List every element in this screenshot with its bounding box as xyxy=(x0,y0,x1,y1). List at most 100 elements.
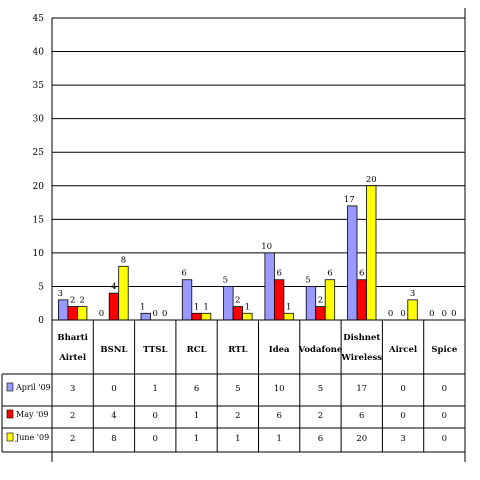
y-tick-label: 15 xyxy=(33,215,45,225)
data-label: 6 xyxy=(276,269,281,279)
y-tick-label: 20 xyxy=(33,182,45,192)
legend-swatch xyxy=(6,382,14,392)
bar xyxy=(200,312,212,321)
data-label: 0 xyxy=(400,309,405,319)
table-cell: 3 xyxy=(70,384,75,394)
table-cell: 0 xyxy=(442,411,447,421)
category-label: BSNL xyxy=(100,345,127,355)
table-cell: 17 xyxy=(356,384,367,394)
bar xyxy=(347,205,358,321)
legend-entry: May '09 xyxy=(16,410,48,419)
bar xyxy=(108,292,120,321)
legend-swatch xyxy=(6,409,14,419)
data-label: 0 xyxy=(388,309,393,319)
table-cell: 0 xyxy=(442,434,447,444)
data-label: 17 xyxy=(344,195,355,205)
category-label: RCL xyxy=(187,345,207,355)
bar xyxy=(232,306,244,321)
bar xyxy=(324,279,336,321)
category-label: TTSL xyxy=(143,345,167,355)
data-label: 20 xyxy=(366,175,377,185)
data-label: 8 xyxy=(121,255,126,265)
bar xyxy=(223,286,234,321)
table-cell: 1 xyxy=(276,434,281,444)
legend-entry: April '09 xyxy=(15,383,51,392)
table-cell: 2 xyxy=(318,411,323,421)
data-label: 1 xyxy=(245,302,250,312)
table-cell: 0 xyxy=(153,411,158,421)
y-tick-label: 45 xyxy=(33,14,45,24)
y-tick-label: 40 xyxy=(33,48,45,58)
y-tick-label: 25 xyxy=(33,148,45,158)
legend-swatch xyxy=(6,432,14,442)
table-cell: 10 xyxy=(274,384,285,394)
data-label: 0 xyxy=(442,309,447,319)
data-label: 2 xyxy=(318,296,323,306)
category-label: Spice xyxy=(431,345,457,355)
data-label: 2 xyxy=(235,296,240,306)
data-label: 6 xyxy=(327,269,332,279)
bar xyxy=(77,306,88,321)
table-cell: 20 xyxy=(356,434,367,444)
bar xyxy=(181,279,193,321)
bar xyxy=(356,279,367,321)
table-cell: 6 xyxy=(318,434,323,444)
bar xyxy=(264,252,275,321)
bar xyxy=(191,312,202,321)
table-cell: 5 xyxy=(318,384,323,394)
data-label: 1 xyxy=(286,302,291,312)
table-cell: 6 xyxy=(194,384,199,394)
table-cell: 4 xyxy=(111,411,116,421)
data-label: 6 xyxy=(359,269,364,279)
table-cell: 0 xyxy=(442,384,447,394)
data-table: Bharti Airtel BSNL TTSL RCL RTL Idea VodafoneDi… xyxy=(1,320,465,462)
data-label: 5 xyxy=(223,275,228,285)
y-tick-label: 5 xyxy=(38,282,44,292)
table-cell: 5 xyxy=(235,384,240,394)
category-label: RTL xyxy=(228,345,247,355)
category-label: Vodafone xyxy=(298,345,343,355)
data-label: 5 xyxy=(305,275,310,285)
data-label: 0 xyxy=(153,309,158,319)
bar xyxy=(305,286,317,321)
table-cell: 1 xyxy=(153,384,158,394)
table-cell: 0 xyxy=(153,434,158,444)
table-cell: 2 xyxy=(70,411,75,421)
category-label: Bharti xyxy=(57,333,88,343)
data-label: 0 xyxy=(429,309,434,319)
data-label: 4 xyxy=(111,282,116,292)
y-tick-label: 0 xyxy=(38,316,44,326)
bar xyxy=(58,299,69,321)
table-cell: 0 xyxy=(111,384,116,394)
table-cell: 1 xyxy=(235,434,240,444)
category-label: Dishnet xyxy=(343,333,380,343)
data-label: 1 xyxy=(140,302,145,312)
data-label: 1 xyxy=(194,302,199,312)
table-cell: 6 xyxy=(359,411,364,421)
y-tick-label: 35 xyxy=(33,81,45,91)
bar xyxy=(283,312,294,321)
table-cell: 6 xyxy=(276,411,281,421)
table-cell: 0 xyxy=(400,384,405,394)
bar xyxy=(118,265,129,321)
bar xyxy=(140,312,151,321)
category-label: Aircel xyxy=(388,345,418,355)
table-cell: 8 xyxy=(111,434,116,444)
table-cell: 1 xyxy=(194,411,199,421)
bar xyxy=(407,299,418,321)
gridlines xyxy=(52,17,465,287)
legend-entry: June '09 xyxy=(15,433,49,442)
bar xyxy=(315,306,326,321)
table-cell: 1 xyxy=(194,434,199,444)
bar xyxy=(366,185,377,321)
data-label: 0 xyxy=(99,309,104,319)
table-cell: 2 xyxy=(235,411,240,421)
data-label: 1 xyxy=(203,302,208,312)
y-tick-label: 10 xyxy=(33,249,45,259)
bar xyxy=(242,312,253,321)
category-label: Idea xyxy=(269,345,290,355)
table-cell: 0 xyxy=(400,411,405,421)
table-cell: 2 xyxy=(70,434,75,444)
